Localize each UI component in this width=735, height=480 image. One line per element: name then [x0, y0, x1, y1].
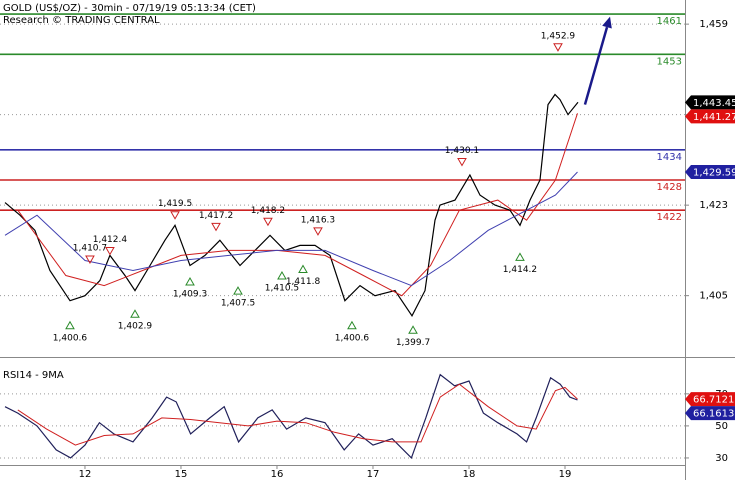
level-label: 1434 [657, 152, 682, 163]
series-line [4, 373, 578, 459]
peak-label: 1,418.2 [251, 206, 285, 216]
peak-label: 1,419.5 [158, 199, 192, 209]
trough-label: 1,400.6 [53, 333, 88, 343]
chart-subtitle: Research © TRADING CENTRAL [3, 15, 160, 26]
price-marker [685, 109, 735, 124]
trough-marker [185, 277, 195, 286]
y-tick-label: 1,423 [699, 200, 728, 211]
series-line [4, 171, 578, 287]
trough-marker [408, 325, 418, 334]
trough-marker [130, 309, 140, 318]
peak-label: 1,410.7 [73, 243, 107, 253]
price-marker [685, 406, 735, 421]
forecast-arrow-head [602, 16, 612, 29]
peak-label: 1,430.1 [445, 146, 479, 156]
level-label: 1461 [657, 16, 682, 27]
series-line [17, 113, 578, 297]
peak-marker [313, 227, 323, 236]
peak-marker [105, 246, 115, 256]
price-marker [685, 95, 735, 110]
y-tick-label: 1,459 [699, 19, 728, 30]
x-tick-label: 18 [463, 469, 476, 480]
trough-marker [233, 286, 243, 295]
trough-marker [347, 320, 357, 330]
level-label: 1428 [657, 182, 682, 193]
price-marker-label: 66.1613 [693, 409, 734, 420]
trough-marker [65, 320, 75, 330]
peak-marker [170, 211, 180, 220]
price-marker-label: 1,429.59 [693, 168, 735, 179]
trough-label: 1,411.8 [286, 277, 321, 287]
peak-label: 1,452.9 [541, 31, 576, 41]
y-tick-label: 50 [715, 421, 728, 432]
price-marker-label: 66.7121 [693, 395, 734, 406]
peak-marker [553, 43, 563, 52]
y-tick-label: 30 [715, 453, 728, 464]
trough-label: 1,410.5 [265, 284, 299, 294]
price-marker [685, 392, 735, 407]
x-tick-label: 17 [367, 469, 380, 480]
peak-label: 1,416.3 [301, 215, 335, 225]
level-label: 1453 [657, 56, 682, 67]
trough-label: 1,399.7 [396, 338, 430, 348]
level-label: 1422 [657, 212, 682, 223]
trough-label: 1,400.6 [335, 333, 370, 343]
panel-title: RSI14 - 9MA [3, 370, 64, 381]
series-line [17, 383, 578, 446]
trough-label: 1,407.5 [221, 299, 255, 309]
trough-marker [515, 252, 525, 261]
peak-marker [263, 217, 273, 227]
y-tick-label: 1,405 [699, 291, 728, 302]
trough-marker [277, 270, 287, 280]
price-marker-label: 1,441.27 [693, 112, 735, 123]
trough-marker [298, 264, 308, 273]
x-tick-label: 19 [559, 469, 572, 480]
trough-label: 1,409.3 [173, 290, 207, 300]
price-marker [685, 165, 735, 180]
price-marker-label: 1,443.45 [693, 98, 735, 109]
peak-marker [85, 255, 95, 265]
x-tick-label: 16 [271, 469, 284, 480]
peak-marker [211, 222, 221, 232]
x-tick-label: 12 [79, 469, 92, 480]
peak-label: 1,412.4 [93, 235, 128, 245]
trough-label: 1,414.2 [503, 265, 537, 275]
x-tick-label: 15 [175, 469, 188, 480]
chart-title: GOLD (US$/OZ) - 30min - 07/19/19 05:13:3… [3, 3, 256, 14]
peak-label: 1,417.2 [199, 211, 233, 221]
trough-label: 1,402.9 [118, 322, 153, 332]
peak-marker [457, 157, 467, 167]
forecast-arrow [583, 26, 609, 105]
